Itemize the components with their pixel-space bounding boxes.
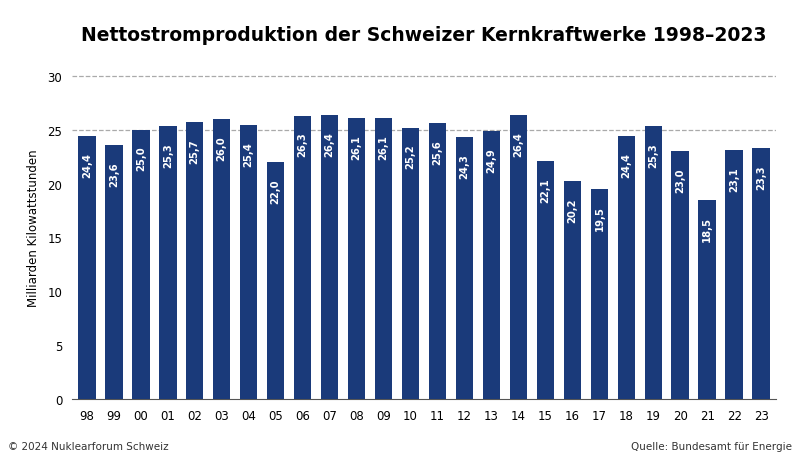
Bar xyxy=(240,126,258,399)
Text: 25,3: 25,3 xyxy=(648,143,658,168)
Text: 24,3: 24,3 xyxy=(459,154,470,179)
Bar xyxy=(510,115,527,399)
Bar xyxy=(590,190,608,399)
Text: 24,4: 24,4 xyxy=(622,153,631,178)
Text: 25,2: 25,2 xyxy=(406,145,415,169)
Text: 20,2: 20,2 xyxy=(567,198,578,223)
Bar xyxy=(671,152,689,399)
Text: 23,6: 23,6 xyxy=(109,162,119,186)
Bar xyxy=(618,137,635,399)
Text: 23,3: 23,3 xyxy=(756,165,766,189)
Text: Quelle: Bundesamt für Energie: Quelle: Bundesamt für Energie xyxy=(631,441,792,451)
Text: 25,4: 25,4 xyxy=(244,142,254,167)
Bar xyxy=(78,137,96,399)
Y-axis label: Milliarden Kilowattstunden: Milliarden Kilowattstunden xyxy=(27,149,41,306)
Bar xyxy=(213,120,230,399)
Bar xyxy=(267,162,285,399)
Text: 19,5: 19,5 xyxy=(594,206,604,230)
Text: 25,6: 25,6 xyxy=(433,140,442,165)
Text: 25,0: 25,0 xyxy=(136,146,146,171)
Bar xyxy=(482,131,500,399)
Text: 24,9: 24,9 xyxy=(486,148,497,172)
Bar xyxy=(186,123,203,399)
Bar xyxy=(294,117,311,399)
Text: 25,7: 25,7 xyxy=(190,139,200,163)
Bar xyxy=(456,138,474,399)
Bar xyxy=(563,182,581,399)
Bar xyxy=(752,149,770,399)
Bar xyxy=(105,146,122,399)
Bar xyxy=(402,128,419,399)
Bar xyxy=(645,127,662,399)
Text: 23,1: 23,1 xyxy=(729,167,739,192)
Bar xyxy=(537,162,554,399)
Text: 26,1: 26,1 xyxy=(378,134,389,160)
Text: 26,4: 26,4 xyxy=(325,131,334,156)
Text: 25,3: 25,3 xyxy=(162,143,173,168)
Title: Nettostromproduktion der Schweizer Kernkraftwerke 1998–2023: Nettostromproduktion der Schweizer Kernk… xyxy=(82,26,766,45)
Bar xyxy=(429,124,446,399)
Bar xyxy=(321,115,338,399)
Text: 26,0: 26,0 xyxy=(217,136,226,160)
Text: 24,4: 24,4 xyxy=(82,153,92,178)
Bar xyxy=(374,118,392,399)
Bar xyxy=(132,130,150,399)
Text: 22,0: 22,0 xyxy=(270,179,281,203)
Bar xyxy=(726,151,743,399)
Bar xyxy=(698,200,716,399)
Text: 18,5: 18,5 xyxy=(702,217,712,241)
Text: 22,1: 22,1 xyxy=(540,178,550,202)
Text: 23,0: 23,0 xyxy=(675,168,686,192)
Bar xyxy=(348,118,366,399)
Bar xyxy=(159,127,177,399)
Text: 26,1: 26,1 xyxy=(351,134,362,160)
Text: 26,4: 26,4 xyxy=(514,131,523,156)
Text: 26,3: 26,3 xyxy=(298,133,308,157)
Text: © 2024 Nuklearforum Schweiz: © 2024 Nuklearforum Schweiz xyxy=(8,441,169,451)
